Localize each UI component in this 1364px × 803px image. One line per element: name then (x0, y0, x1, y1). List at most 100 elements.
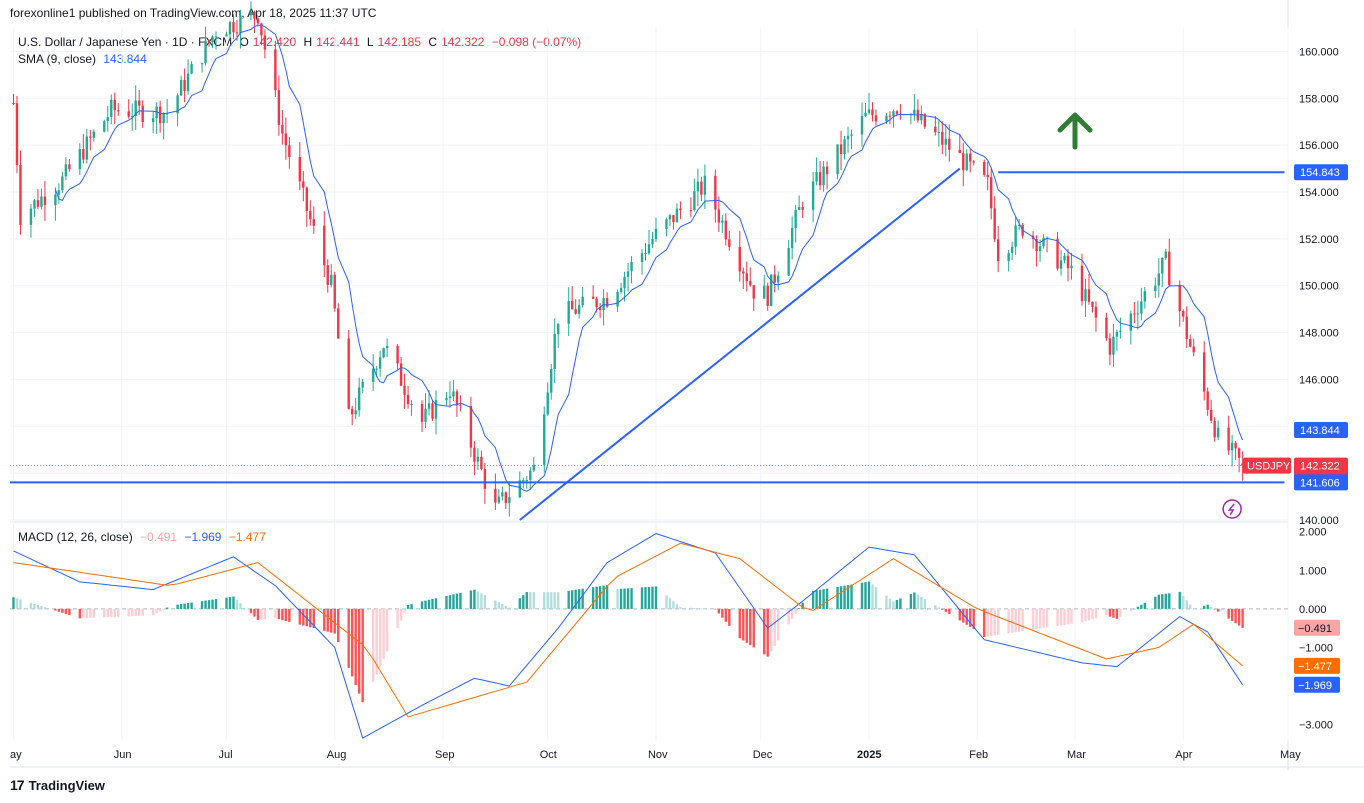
candle-body (766, 285, 769, 306)
candle-body (763, 285, 766, 299)
macd-histogram-bar (647, 586, 651, 609)
candle-body (543, 414, 546, 465)
price-tick-label: 156.000 (1299, 140, 1339, 152)
macd-histogram-bar (448, 595, 452, 609)
macd-histogram-bar (1189, 604, 1192, 609)
candle-body (570, 301, 574, 310)
macd-histogram-bar (700, 608, 703, 610)
candle-body (214, 36, 218, 38)
macd-histogram-bar (29, 602, 33, 609)
macd-histogram-bar (110, 608, 113, 618)
macd-histogram-bar (989, 608, 993, 636)
candle-body (57, 190, 61, 195)
tradingview-brand: TradingView (28, 777, 105, 793)
macd-histogram-bar (103, 608, 106, 618)
macd-histogram-bar (1063, 608, 1066, 625)
candle-body (186, 73, 190, 91)
macd-histogram-bar (630, 588, 633, 609)
candle-body (818, 172, 822, 186)
candle-body (675, 208, 679, 223)
macd-histogram-bar (1164, 593, 1167, 609)
time-tick-label: Aug (327, 749, 347, 761)
change-value: −0.098 (−0.07%) (491, 35, 582, 49)
candle-body (1154, 285, 1157, 292)
macd-histogram-bar (752, 608, 755, 648)
candle-body (228, 22, 232, 35)
macd-histogram-bar (354, 608, 357, 686)
candle-body (944, 138, 948, 145)
macd-histogram-bar (228, 597, 232, 609)
macd-histogram-bar (204, 600, 207, 609)
chart-canvas[interactable]: 160.000 158.000 156.000 154.000 152.000 150.0… (0, 0, 1364, 770)
price-label-text: 154.843 (1300, 167, 1340, 179)
candle-body (239, 15, 242, 34)
candle-body (965, 153, 968, 171)
candle-body (378, 357, 382, 369)
candle-body (1063, 255, 1066, 261)
macd-histogram-bar (742, 608, 745, 641)
macd-histogram-bar (288, 608, 291, 622)
price-tick-label: 160.000 (1299, 46, 1339, 58)
macd-histogram-bar (305, 608, 309, 627)
macd-histogram-bar (860, 582, 864, 609)
candle-body (689, 210, 693, 212)
macd-histogram-bar (1045, 608, 1049, 628)
macd-histogram-bar (134, 608, 137, 617)
macd-histogram-bar (529, 592, 532, 609)
macd-histogram-bar (724, 608, 728, 622)
candle-body (815, 172, 818, 182)
macd-histogram-bar (378, 608, 382, 667)
candle-body (284, 133, 288, 146)
candle-body (385, 345, 389, 349)
candle-body (281, 124, 284, 134)
macd-histogram-bar (277, 608, 281, 620)
macd-histogram-bar (239, 603, 242, 609)
macd-histogram-bar (745, 608, 748, 643)
candle-body (867, 109, 871, 113)
macd-tick-label: 2.000 (1299, 527, 1327, 539)
candle-body (207, 40, 211, 43)
macd-label[interactable]: MACD (12, 26, close) (18, 530, 133, 544)
candle-body (420, 404, 424, 422)
candle-body (989, 177, 993, 209)
candle-body (529, 470, 532, 480)
macd-histogram-bar (165, 607, 169, 609)
macd-histogram-bar (766, 608, 769, 657)
time-tick-label: Jul (218, 749, 232, 761)
macd-histogram-bar (1014, 608, 1017, 633)
publish-header: forexonline1 published on TradingView.co… (10, 6, 377, 20)
candle-body (703, 175, 707, 195)
candle-body (141, 105, 144, 123)
macd-histogram-bar (1161, 594, 1164, 609)
macd-histogram-bar (986, 608, 989, 637)
macd-histogram-bar (1157, 594, 1161, 609)
macd-histogram-bar (1133, 608, 1136, 610)
macd-label-text: −0.491 (1298, 623, 1332, 635)
macd-histogram-bar (40, 606, 43, 609)
time-tick-label: Dec (753, 749, 773, 761)
macd-histogram-bar (406, 605, 410, 609)
candle-body (89, 136, 92, 138)
macd-histogram-bar (944, 608, 948, 612)
macd-histogram-bar (476, 591, 480, 609)
macd-histogram-bar (714, 608, 717, 610)
macd-histogram-bar (1241, 608, 1244, 628)
candle-body (1066, 255, 1070, 269)
arrow-up-icon (1057, 112, 1093, 150)
macd-histogram-bar (626, 588, 630, 609)
candle-body (323, 225, 326, 266)
sma-label[interactable]: SMA (9, close) (18, 52, 97, 66)
time-tick-label: Mar (1067, 749, 1086, 761)
macd-histogram-bar (1108, 608, 1112, 617)
candle-body (330, 274, 333, 285)
macd-histogram-bar (598, 586, 602, 609)
macd-histogram-bar (473, 589, 476, 609)
macd-histogram-bar (567, 590, 570, 609)
candle-body (972, 161, 975, 163)
candle-body (204, 40, 207, 64)
symbol-title[interactable]: U.S. Dollar / Japanese Yen · 1D · FXCM (18, 35, 233, 49)
macd-histogram-bar (232, 596, 235, 609)
macd-histogram-bar (309, 608, 312, 628)
candle-body (1230, 442, 1234, 451)
macd-histogram-bar (382, 608, 385, 659)
